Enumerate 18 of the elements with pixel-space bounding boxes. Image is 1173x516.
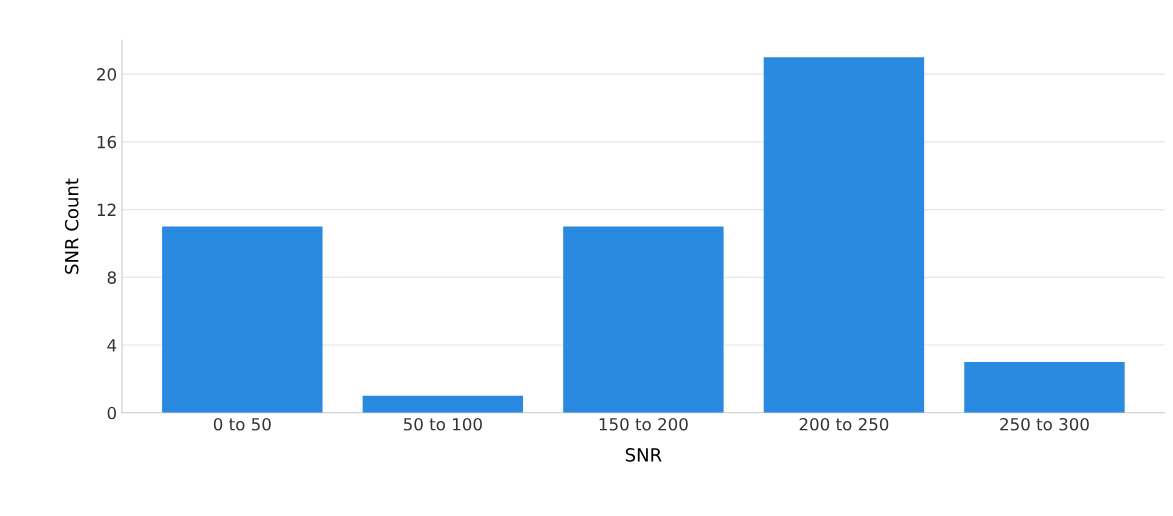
y-tick-label: 8 [107, 271, 116, 284]
y-tick-label: 4 [107, 339, 117, 352]
bar [563, 226, 724, 413]
x-tick-label: 0 to 50 [213, 417, 271, 431]
bar [763, 57, 925, 413]
x-tick-label: 200 to 250 [799, 417, 889, 431]
x-tick-label: 150 to 200 [599, 417, 688, 431]
y-axis-title: SNR Count [64, 178, 79, 274]
x-tick-label: 50 to 100 [403, 417, 482, 431]
y-tick-label: 20 [97, 68, 117, 81]
bar [964, 362, 1125, 413]
x-axis-title: SNR [625, 448, 662, 462]
bar [362, 395, 524, 413]
y-tick-label: 12 [97, 203, 116, 216]
y-tick-label: 0 [107, 406, 117, 420]
bar [162, 226, 323, 413]
y-tick-label: 16 [97, 135, 117, 149]
x-tick-label: 250 to 300 [1000, 417, 1089, 431]
